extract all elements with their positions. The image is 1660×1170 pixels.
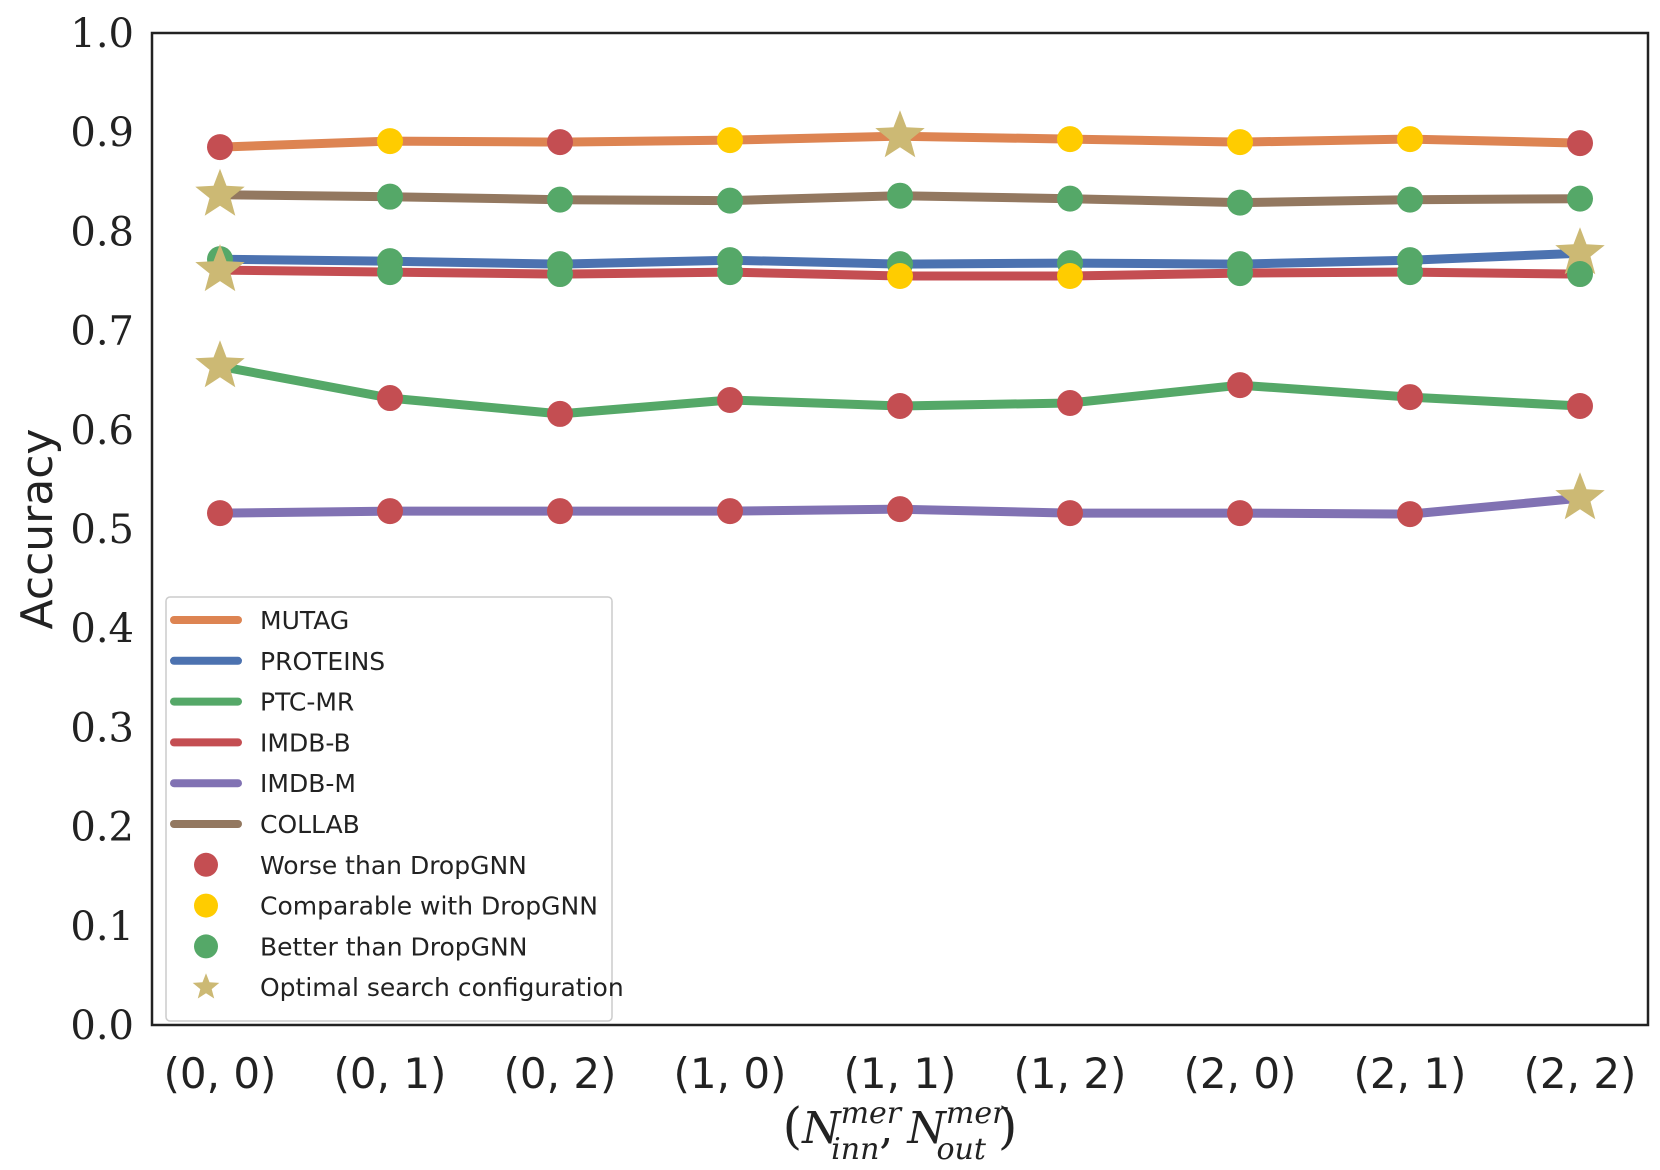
better-point (1567, 261, 1593, 288)
worse-point (1227, 372, 1253, 399)
x-tick-label: (1, 2) (1014, 1049, 1127, 1098)
worse-point (717, 387, 743, 414)
worse-point (1227, 500, 1253, 527)
better-point (887, 182, 913, 209)
comparable-point (1397, 126, 1423, 153)
y-tick-label: 0.3 (70, 705, 134, 751)
marker-layer (195, 110, 1605, 528)
x-axis-label-n2: N (906, 1103, 947, 1154)
x-tick-label: (0, 0) (164, 1049, 277, 1098)
worse-point (1567, 392, 1593, 419)
legend-label: Comparable with DropGNN (260, 892, 598, 921)
legend-label: PROTEINS (260, 647, 385, 676)
x-axis-label-sup1: mer (841, 1096, 903, 1131)
y-tick-label: 0.9 (70, 110, 134, 156)
plot-frame (150, 31, 1650, 1027)
worse-point (1567, 130, 1593, 157)
better-point (717, 187, 743, 214)
worse-point (547, 498, 573, 525)
better-point (547, 261, 573, 288)
legend-label: IMDB-B (260, 728, 351, 757)
comparable-point (887, 263, 913, 290)
worse-point (207, 500, 233, 527)
worse-point (377, 498, 403, 525)
legend-label: Worse than DropGNN (260, 851, 527, 880)
better-point (547, 186, 573, 213)
optimal-star-point (195, 244, 245, 292)
legend-circle-marker (194, 852, 218, 877)
worse-point (887, 496, 913, 523)
better-point (1057, 185, 1083, 212)
worse-point (887, 392, 913, 419)
worse-point (547, 129, 573, 156)
y-axis-label: Accuracy (12, 429, 63, 630)
worse-point (1057, 390, 1083, 417)
x-axis-label-close-paren: ) (998, 1097, 1018, 1155)
worse-point (1057, 500, 1083, 527)
x-axis-label-sup2: mer (946, 1096, 1008, 1131)
comparable-point (1227, 129, 1253, 156)
x-tick-label: (2, 0) (1184, 1049, 1297, 1098)
x-tick-label: (2, 1) (1354, 1049, 1467, 1098)
y-tick-label: 0.8 (70, 209, 134, 255)
optimal-star-point (195, 340, 245, 388)
y-tick-label: 0.4 (70, 606, 134, 652)
x-tick-label: (0, 1) (334, 1049, 447, 1098)
legend-label: PTC-MR (260, 688, 354, 717)
optimal-star-point (195, 168, 245, 216)
better-point (1567, 185, 1593, 212)
legend-circle-marker (194, 934, 218, 959)
x-axis-label-open-paren: ( (783, 1097, 803, 1155)
optimal-star-point (1555, 227, 1605, 275)
x-tick-label: (1, 1) (844, 1049, 957, 1098)
y-tick-label: 0.6 (70, 408, 134, 454)
comparable-point (377, 128, 403, 155)
optimal-star-point (875, 110, 925, 158)
legend-circle-marker (194, 893, 218, 918)
x-axis-ticks: (0, 0) (0, 1) (0, 2) (1, 0) (1, 1) (1, 2) (2, … (164, 1049, 1637, 1098)
worse-point (1397, 384, 1423, 411)
x-axis-label-n1: N (801, 1103, 842, 1154)
y-axis-ticks: 0.0 0.1 0.2 0.3 0.4 0.5 0.6 0.7 0.8 0.9 1.0 (70, 11, 134, 1049)
worse-point (1397, 501, 1423, 528)
better-point (717, 259, 743, 286)
better-point (377, 183, 403, 210)
comparable-point (1057, 263, 1083, 290)
better-point (1397, 186, 1423, 213)
x-axis-label-sub2: out (936, 1132, 986, 1167)
better-point (1227, 260, 1253, 287)
y-tick-label: 0.5 (70, 507, 134, 553)
legend-label: Optimal search configuration (260, 973, 624, 1002)
worse-point (547, 400, 573, 427)
worse-point (207, 134, 233, 161)
y-tick-label: 0.0 (70, 1003, 134, 1049)
y-tick-label: 0.1 (70, 904, 134, 950)
legend-label: IMDB-M (260, 769, 356, 798)
x-axis-label-sub1: inn (831, 1132, 879, 1167)
x-tick-label: (2, 2) (1524, 1049, 1637, 1098)
legend-label: COLLAB (260, 810, 360, 839)
legend: MUTAG PROTEINS PTC-MR IMDB-B IMDB-M COLLAB Wor… (165, 596, 624, 1022)
x-axis-label: (Nmer inn, Nmer out) (783, 1096, 1018, 1167)
comparable-point (717, 127, 743, 154)
y-tick-label: 0.2 (70, 805, 134, 851)
legend-label: MUTAG (260, 606, 349, 635)
better-point (1227, 189, 1253, 216)
y-tick-label: 1.0 (70, 11, 134, 57)
x-tick-label: (1, 0) (674, 1049, 787, 1098)
legend-star-marker (192, 973, 220, 999)
better-point (377, 259, 403, 286)
better-point (1397, 259, 1423, 286)
x-tick-label: (0, 2) (504, 1049, 617, 1098)
x-axis-label-comma: , (879, 1103, 907, 1154)
comparable-point (1057, 126, 1083, 153)
legend-box (165, 596, 613, 1022)
legend-label: Better than DropGNN (260, 932, 527, 961)
worse-point (377, 385, 403, 412)
optimal-star-point (1555, 472, 1605, 520)
y-tick-label: 0.7 (70, 309, 134, 355)
worse-point (717, 498, 743, 525)
